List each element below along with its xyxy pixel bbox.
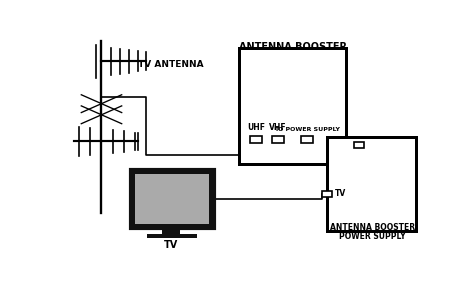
Text: UHF: UHF [247, 123, 265, 132]
Bar [301, 136, 313, 143]
Text: TV: TV [335, 189, 346, 198]
Bar [354, 142, 364, 148]
Bar [131, 171, 213, 228]
Bar [147, 234, 197, 238]
Bar [328, 137, 416, 231]
Text: VHF: VHF [269, 123, 287, 132]
Bar [135, 173, 209, 224]
Text: TO POWER SUPPLY: TO POWER SUPPLY [274, 127, 340, 132]
Text: POWER SUPPLY: POWER SUPPLY [339, 231, 406, 240]
Bar [162, 228, 181, 234]
Bar [322, 191, 332, 197]
Text: ANTENNA BOOSTER: ANTENNA BOOSTER [238, 42, 346, 53]
Bar [272, 136, 284, 143]
Bar [239, 48, 346, 164]
Text: TV: TV [164, 240, 178, 250]
Bar [250, 136, 262, 143]
Text: TV ANTENNA: TV ANTENNA [138, 60, 204, 69]
Text: ANTENNA BOOSTER: ANTENNA BOOSTER [330, 223, 415, 232]
